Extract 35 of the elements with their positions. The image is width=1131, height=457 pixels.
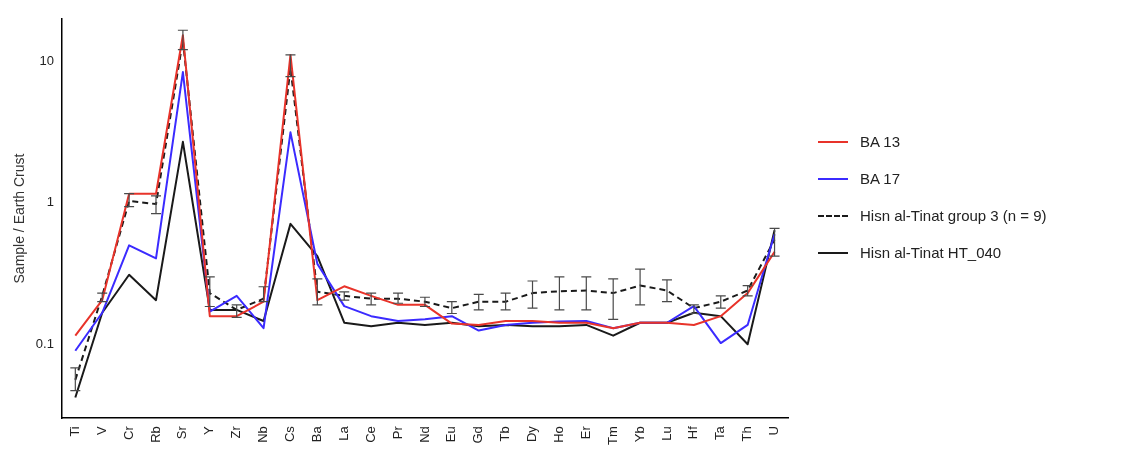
x-tick-label: Ba	[308, 425, 324, 443]
x-tick-label: Nb	[255, 426, 271, 443]
legend-label: Hisn al-Tinat HT_040	[860, 244, 1002, 261]
legend-label: BA 13	[860, 133, 901, 150]
x-tick-label: Pr	[389, 425, 405, 440]
x-tick-label: Nd	[416, 426, 432, 443]
y-tick-label: 0.1	[35, 335, 54, 351]
x-tick-label: Th	[739, 426, 755, 442]
legend-label: BA 17	[860, 170, 901, 187]
x-tick-label: Eu	[443, 426, 459, 443]
x-tick-label: Rb	[147, 426, 163, 443]
x-tick-label: Zr	[228, 425, 244, 439]
x-tick-label: Y	[201, 425, 217, 435]
x-tick-label: Ce	[362, 426, 378, 443]
legend-label: Hisn al-Tinat group 3 (n = 9)	[860, 207, 1047, 224]
x-tick-label: Dy	[524, 425, 540, 443]
x-tick-label: La	[335, 425, 351, 441]
x-tick-label: Sr	[174, 425, 190, 440]
x-tick-label: Tm	[604, 426, 620, 446]
x-tick-label: Ta	[712, 425, 728, 440]
x-tick-label: Hf	[685, 425, 701, 440]
x-tick-label: Yb	[631, 426, 647, 443]
x-tick-label: Ti	[66, 426, 82, 437]
x-tick-label: U	[766, 426, 782, 436]
x-tick-label: Cr	[120, 425, 136, 440]
x-tick-label: Er	[577, 425, 593, 440]
x-tick-label: Lu	[658, 426, 674, 441]
x-tick-label: Cs	[282, 425, 298, 443]
x-tick-label: Tb	[497, 426, 513, 442]
x-tick-label: Gd	[470, 426, 486, 444]
y-tick-label: 10	[39, 52, 54, 68]
x-tick-label: V	[93, 425, 109, 435]
x-tick-label: Ho	[550, 426, 566, 443]
y-axis-title: Sample / Earth Crust	[11, 153, 28, 284]
y-tick-label: 1	[46, 194, 54, 210]
